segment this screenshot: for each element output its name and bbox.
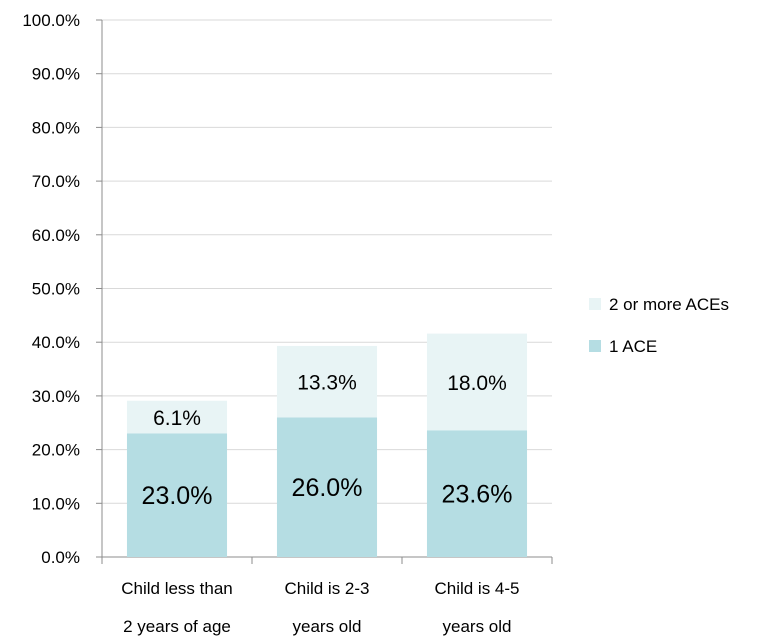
- bar-segment: [276, 417, 378, 557]
- x-category-label: Child less than: [121, 579, 233, 598]
- bar-segment: [426, 333, 528, 431]
- data-label: 26.0%: [292, 474, 363, 502]
- x-category-label: years old: [443, 617, 512, 636]
- y-tick-label: 10.0%: [32, 494, 80, 513]
- data-label: 18.0%: [447, 372, 507, 395]
- x-category-label: Child is 2-3: [284, 579, 369, 598]
- y-tick-label: 100.0%: [22, 11, 80, 30]
- data-label: 23.0%: [142, 482, 213, 510]
- y-tick-label: 30.0%: [32, 387, 80, 406]
- legend-label: 2 or more ACEs: [609, 295, 729, 314]
- legend-swatch: [589, 298, 601, 310]
- legend-swatch: [589, 340, 601, 352]
- bar-segment: [126, 433, 228, 557]
- y-tick-label: 90.0%: [32, 65, 80, 84]
- x-category-label: 2 years of age: [123, 617, 231, 636]
- bar-segment: [276, 345, 378, 418]
- data-label: 23.6%: [442, 481, 513, 509]
- x-category-label: Child is 4-5: [434, 579, 519, 598]
- bar-segment: [426, 430, 528, 557]
- y-tick-label: 20.0%: [32, 441, 80, 460]
- x-category-label: years old: [293, 617, 362, 636]
- data-label: 6.1%: [153, 407, 201, 430]
- y-tick-label: 40.0%: [32, 333, 80, 352]
- bar-segment: [126, 400, 228, 434]
- y-tick-label: 50.0%: [32, 280, 80, 299]
- legend-label: 1 ACE: [609, 337, 657, 356]
- y-tick-label: 80.0%: [32, 118, 80, 137]
- y-tick-label: 0.0%: [41, 548, 80, 567]
- y-tick-label: 60.0%: [32, 226, 80, 245]
- data-label: 13.3%: [297, 372, 357, 395]
- y-tick-label: 70.0%: [32, 172, 80, 191]
